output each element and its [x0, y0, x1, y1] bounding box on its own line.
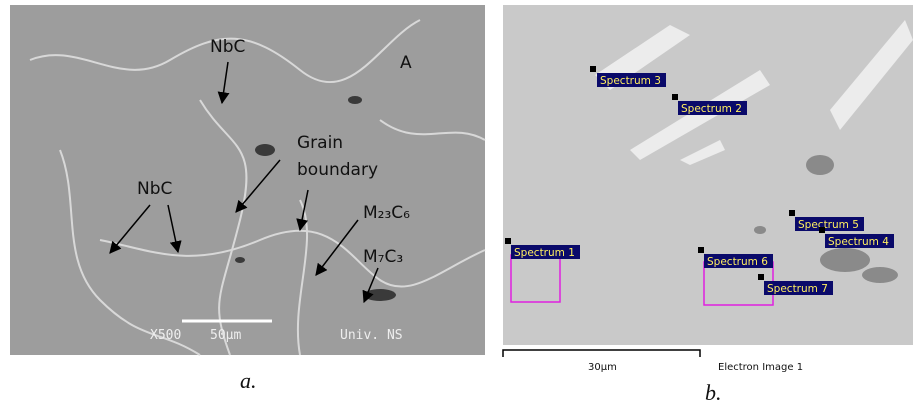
label: Grain [297, 133, 343, 153]
panel-b: Spectrum 3 Spectrum 2 Spectrum 1 Spectru… [503, 5, 913, 405]
spectrum-label: Spectrum 7 [767, 283, 828, 295]
micrograph-a [10, 5, 485, 355]
caption: a. [240, 368, 257, 393]
spectrum-label: Spectrum 5 [798, 219, 859, 231]
panel-a: NbC A Grain boundary NbC M₂₃C₆ M₇C₃ X500… [10, 5, 485, 393]
spectrum-label: Spectrum 1 [514, 247, 575, 259]
label: M₂₃C₆ [363, 203, 410, 223]
label: NbC [210, 37, 245, 57]
label: boundary [297, 160, 378, 180]
scale-label: 30µm [588, 362, 617, 373]
spectrum-label: Spectrum 3 [600, 75, 661, 87]
spectrum-label: Spectrum 2 [681, 103, 742, 115]
label: NbC [137, 179, 172, 199]
spectrum-label: Spectrum 4 [828, 236, 889, 248]
scale-label: 50µm [210, 328, 241, 343]
scale-bar [503, 350, 700, 357]
label: M₇C₃ [363, 247, 403, 267]
source: Univ. NS [340, 328, 403, 343]
caption: b. [705, 380, 722, 405]
label: A [400, 53, 412, 73]
micrograph-b [503, 5, 913, 345]
spectrum-label: Spectrum 6 [707, 256, 768, 268]
figure: NbC A Grain boundary NbC M₂₃C₆ M₇C₃ X500… [0, 0, 920, 408]
magnification: X500 [150, 328, 181, 343]
image-name: Electron Image 1 [718, 362, 803, 373]
